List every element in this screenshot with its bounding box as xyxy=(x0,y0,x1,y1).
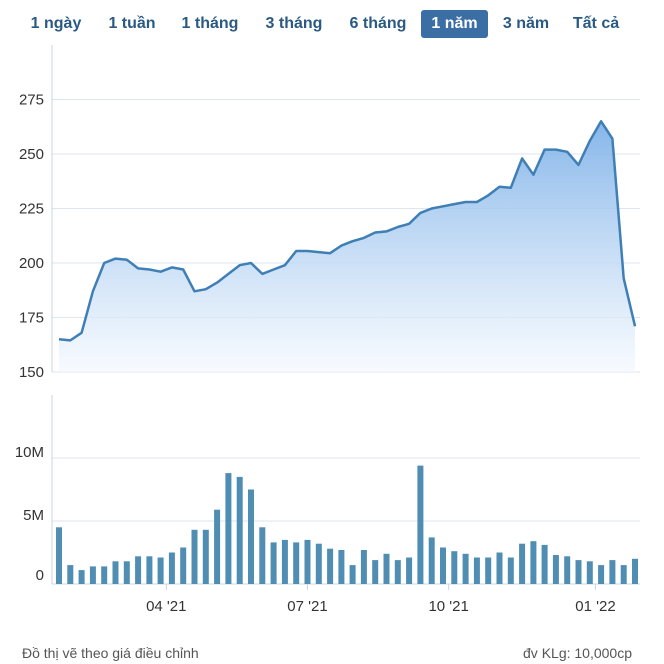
tab-1-month[interactable]: 1 tháng xyxy=(181,15,239,32)
volume-bar xyxy=(632,558,638,584)
volume-bar xyxy=(327,548,334,584)
volume-bar xyxy=(270,542,277,584)
tab-all[interactable]: Tất cả xyxy=(572,15,620,32)
volume-bar xyxy=(101,566,108,584)
volume-bar xyxy=(609,560,616,584)
tab-1-day[interactable]: 1 ngày xyxy=(30,15,82,32)
volume-y-labels: 0 5M 10M xyxy=(15,444,44,584)
volume-bar xyxy=(112,561,119,584)
x-tick-label: 01 '22 xyxy=(575,598,615,615)
volume-bar xyxy=(135,556,142,584)
volume-bar xyxy=(304,539,311,584)
volume-bar xyxy=(575,560,582,584)
volume-grid xyxy=(52,457,640,522)
tab-3-years[interactable]: 3 năm xyxy=(502,15,550,32)
tab-3-months[interactable]: 3 tháng xyxy=(265,15,323,32)
volume-bar xyxy=(123,561,130,584)
volume-bar xyxy=(293,542,300,584)
volume-bar xyxy=(157,557,164,584)
volume-bar xyxy=(191,529,198,584)
volume-bar xyxy=(496,552,503,584)
price-area xyxy=(59,121,635,372)
volume-bar xyxy=(225,473,232,584)
footer-note: Đồ thị vẽ theo giá điều chỉnh xyxy=(22,645,199,661)
volume-bar xyxy=(248,489,254,584)
x-tick-label: 10 '21 xyxy=(428,598,468,615)
volume-bar xyxy=(259,527,266,584)
volume-tick-label: 10M xyxy=(15,444,44,461)
volume-bar xyxy=(360,550,367,584)
volume-bar xyxy=(451,551,458,584)
volume-bar xyxy=(202,529,209,584)
volume-bar xyxy=(564,556,571,584)
tab-6-months[interactable]: 6 tháng xyxy=(349,15,407,32)
volume-bar xyxy=(180,547,187,584)
volume-unit-note: đv KLg: 10,000cp xyxy=(523,645,632,661)
volume-bar xyxy=(372,560,379,584)
price-tick-label: 175 xyxy=(19,310,44,327)
volume-bar xyxy=(541,544,548,584)
volume-bar xyxy=(428,537,435,584)
price-line xyxy=(58,120,637,342)
tab-1-week[interactable]: 1 tuần xyxy=(108,15,156,32)
volume-bar xyxy=(485,557,492,584)
volume-bar xyxy=(349,565,356,584)
volume-bar xyxy=(236,476,243,584)
volume-bar xyxy=(507,557,514,584)
volume-tick-label: 0 xyxy=(36,567,44,584)
volume-bar xyxy=(462,553,469,584)
volume-bar xyxy=(552,555,559,584)
volume-bar xyxy=(281,539,288,584)
volume-bar xyxy=(417,465,424,584)
volume-tick-label: 5M xyxy=(23,507,44,524)
volume-bar xyxy=(473,557,480,584)
volume-bars xyxy=(56,465,638,584)
x-tick-label: 07 '21 xyxy=(287,598,327,615)
range-tabs: 1 ngày 1 tuần 1 tháng 3 tháng 6 tháng 1 … xyxy=(20,10,640,40)
volume-bar xyxy=(586,561,593,584)
price-y-labels: 150 175 200 225 250 275 xyxy=(19,92,44,382)
stock-chart: 150 175 200 225 250 275 0 5M 10M 04 '21 07 '21 10… xyxy=(15,45,640,615)
volume-bar xyxy=(338,550,345,584)
x-tick-label: 04 '21 xyxy=(146,598,186,615)
volume-bar xyxy=(214,509,221,584)
volume-bar xyxy=(67,565,74,584)
volume-bar xyxy=(519,543,526,584)
volume-bar xyxy=(78,570,85,584)
volume-bar xyxy=(440,547,446,584)
tab-1-year[interactable]: 1 năm xyxy=(421,10,488,38)
price-tick-label: 150 xyxy=(19,364,44,381)
volume-bar xyxy=(530,541,537,584)
x-axis-labels: 04 '21 07 '21 10 '21 01 '22 xyxy=(146,584,616,615)
price-tick-label: 275 xyxy=(19,92,44,109)
price-tick-label: 225 xyxy=(19,201,44,218)
volume-bar xyxy=(89,566,96,584)
volume-bar xyxy=(394,560,401,584)
price-tick-label: 250 xyxy=(19,146,44,163)
volume-bar xyxy=(56,527,62,584)
volume-bar xyxy=(598,565,605,584)
volume-bar xyxy=(406,557,413,584)
volume-bar xyxy=(146,556,153,584)
volume-bar xyxy=(383,553,390,584)
volume-bar xyxy=(620,565,627,584)
volume-bar xyxy=(168,552,175,584)
price-tick-label: 200 xyxy=(19,255,44,272)
volume-bar xyxy=(315,543,322,584)
